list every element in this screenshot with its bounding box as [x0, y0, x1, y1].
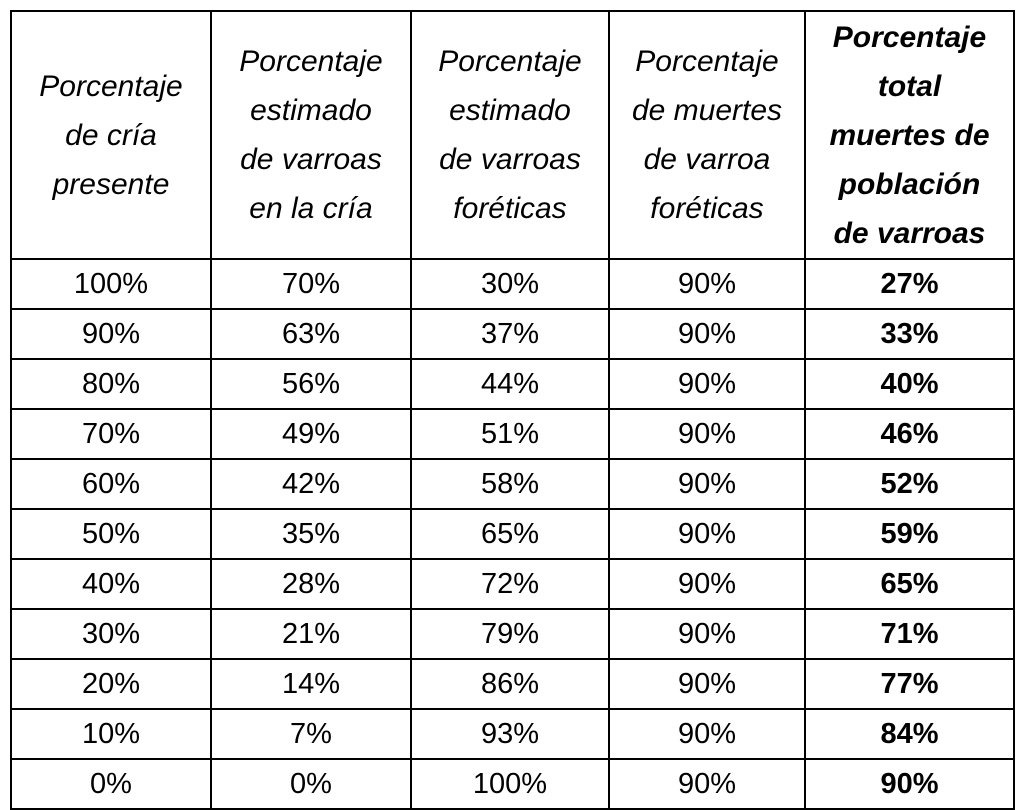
header-total-deaths: Porcentaje total muertes de población de…	[804, 10, 1015, 260]
cell-varroa-in-brood: 35%	[210, 508, 412, 560]
header-varroa-in-brood: Porcentaje estimado de varroas en la crí…	[210, 10, 412, 260]
cell-brood-present: 100%	[10, 258, 212, 310]
table-header: Porcentaje de cría presente Porcentaje e…	[10, 10, 1015, 260]
cell-brood-present: 80%	[10, 358, 212, 410]
cell-brood-present: 90%	[10, 308, 212, 360]
table-body: 100% 70% 30% 90% 27% 90% 63% 37% 90% 33% 80% 56% 44%…	[10, 258, 1015, 810]
table-row: 50% 35% 65% 90% 59%	[10, 508, 1015, 560]
cell-phoretic-varroa: 65%	[410, 508, 610, 560]
cell-phoretic-varroa: 51%	[410, 408, 610, 460]
cell-phoretic-varroa: 86%	[410, 658, 610, 710]
cell-brood-present: 60%	[10, 458, 212, 510]
cell-phoretic-varroa: 72%	[410, 558, 610, 610]
table-row: 60% 42% 58% 90% 52%	[10, 458, 1015, 510]
table-row: 20% 14% 86% 90% 77%	[10, 658, 1015, 710]
header-label: Porcentaje de cría presente	[39, 69, 183, 201]
cell-phoretic-deaths: 90%	[608, 758, 806, 810]
cell-varroa-in-brood: 49%	[210, 408, 412, 460]
table-row: 70% 49% 51% 90% 46%	[10, 408, 1015, 460]
cell-brood-present: 30%	[10, 608, 212, 660]
table-row: 10% 7% 93% 90% 84%	[10, 708, 1015, 760]
cell-varroa-in-brood: 63%	[210, 308, 412, 360]
cell-phoretic-varroa: 93%	[410, 708, 610, 760]
cell-brood-present: 20%	[10, 658, 212, 710]
cell-phoretic-deaths: 90%	[608, 358, 806, 410]
cell-phoretic-varroa: 79%	[410, 608, 610, 660]
document-page: Porcentaje de cría presente Porcentaje e…	[10, 10, 1015, 810]
cell-brood-present: 10%	[10, 708, 212, 760]
cell-phoretic-deaths: 90%	[608, 308, 806, 360]
cell-brood-present: 50%	[10, 508, 212, 560]
cell-brood-present: 40%	[10, 558, 212, 610]
cell-total-deaths: 84%	[804, 708, 1015, 760]
table-row: 80% 56% 44% 90% 40%	[10, 358, 1015, 410]
cell-phoretic-varroa: 100%	[410, 758, 610, 810]
cell-phoretic-varroa: 44%	[410, 358, 610, 410]
cell-brood-present: 0%	[10, 758, 212, 810]
header-phoretic-varroa: Porcentaje estimado de varroas foréticas	[410, 10, 610, 260]
cell-varroa-in-brood: 21%	[210, 608, 412, 660]
cell-phoretic-deaths: 90%	[608, 658, 806, 710]
cell-varroa-in-brood: 7%	[210, 708, 412, 760]
cell-phoretic-deaths: 90%	[608, 708, 806, 760]
cell-phoretic-deaths: 90%	[608, 258, 806, 310]
cell-phoretic-deaths: 90%	[608, 508, 806, 560]
cell-phoretic-deaths: 90%	[608, 408, 806, 460]
table-row: 40% 28% 72% 90% 65%	[10, 558, 1015, 610]
cell-varroa-in-brood: 0%	[210, 758, 412, 810]
header-label: Porcentaje de muertes de varroa forética…	[631, 45, 783, 225]
cell-phoretic-varroa: 30%	[410, 258, 610, 310]
table-row: 0% 0% 100% 90% 90%	[10, 758, 1015, 810]
cell-brood-present: 70%	[10, 408, 212, 460]
cell-phoretic-varroa: 37%	[410, 308, 610, 360]
cell-total-deaths: 52%	[804, 458, 1015, 510]
cell-total-deaths: 46%	[804, 408, 1015, 460]
header-label: Porcentaje estimado de varroas foréticas	[438, 45, 582, 225]
header-row: Porcentaje de cría presente Porcentaje e…	[10, 10, 1015, 260]
cell-total-deaths: 65%	[804, 558, 1015, 610]
cell-varroa-in-brood: 28%	[210, 558, 412, 610]
cell-varroa-in-brood: 70%	[210, 258, 412, 310]
cell-total-deaths: 71%	[804, 608, 1015, 660]
cell-varroa-in-brood: 56%	[210, 358, 412, 410]
header-brood-present: Porcentaje de cría presente	[10, 10, 212, 260]
cell-total-deaths: 77%	[804, 658, 1015, 710]
cell-varroa-in-brood: 42%	[210, 458, 412, 510]
cell-total-deaths: 27%	[804, 258, 1015, 310]
cell-total-deaths: 90%	[804, 758, 1015, 810]
cell-varroa-in-brood: 14%	[210, 658, 412, 710]
cell-phoretic-deaths: 90%	[608, 558, 806, 610]
cell-total-deaths: 40%	[804, 358, 1015, 410]
cell-phoretic-varroa: 58%	[410, 458, 610, 510]
cell-phoretic-deaths: 90%	[608, 458, 806, 510]
table-row: 30% 21% 79% 90% 71%	[10, 608, 1015, 660]
table-row: 90% 63% 37% 90% 33%	[10, 308, 1015, 360]
cell-total-deaths: 59%	[804, 508, 1015, 560]
header-phoretic-deaths: Porcentaje de muertes de varroa forética…	[608, 10, 806, 260]
header-label: Porcentaje total muertes de población de…	[829, 20, 990, 250]
header-label: Porcentaje estimado de varroas en la crí…	[239, 45, 383, 225]
table-row: 100% 70% 30% 90% 27%	[10, 258, 1015, 310]
varroa-mortality-table: Porcentaje de cría presente Porcentaje e…	[10, 10, 1015, 810]
cell-phoretic-deaths: 90%	[608, 608, 806, 660]
cell-total-deaths: 33%	[804, 308, 1015, 360]
